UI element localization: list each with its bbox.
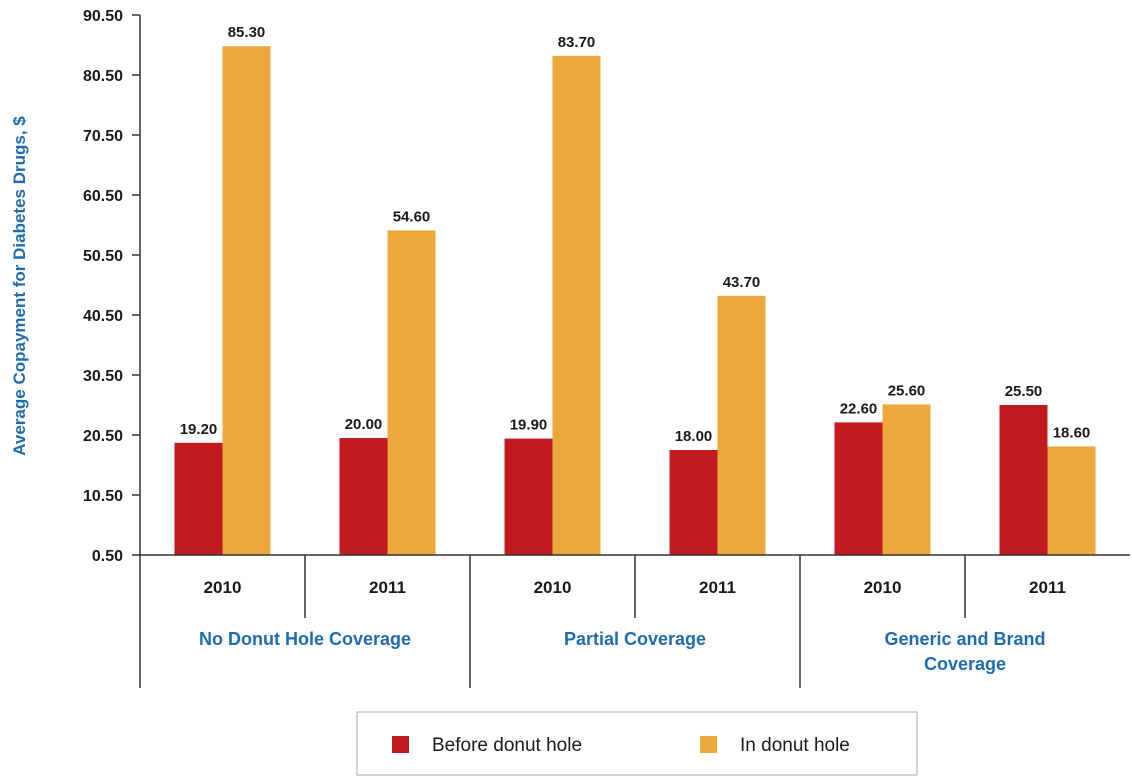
legend-box: [356, 711, 918, 776]
data-label: 20.00: [345, 416, 383, 433]
legend-label: Before donut hole: [432, 735, 582, 756]
x-category-label: 2010: [204, 578, 242, 597]
legend: Before donut hole In donut hole: [356, 711, 918, 776]
x-group-label: Generic and Brand: [884, 629, 1045, 649]
data-label: 18.00: [675, 428, 713, 445]
data-label: 19.20: [180, 421, 218, 438]
x-group-label: Coverage: [924, 654, 1006, 674]
data-label: 83.70: [558, 34, 596, 51]
x-group-label: No Donut Hole Coverage: [199, 629, 411, 649]
y-tick-label: 30.50: [83, 368, 123, 385]
x-category-label: 2010: [864, 578, 902, 597]
data-label: 18.60: [1053, 424, 1091, 441]
y-axis: 90.50 80.50 70.50 60.50 50.50 40.50 30.50 20.50…: [83, 8, 141, 565]
bar-in-donut-hole: [882, 404, 931, 555]
y-tick-label: 80.50: [83, 68, 123, 85]
data-label: 43.70: [723, 274, 761, 291]
bar-before-donut-hole: [999, 405, 1048, 555]
bars: 19.20 85.30 20.00 54.60 19.90 83.70 18.00 43.70…: [174, 24, 1096, 556]
bar-before-donut-hole: [174, 442, 223, 555]
data-label: 19.90: [510, 417, 548, 434]
y-tick-label: 50.50: [83, 248, 123, 265]
legend-swatch: [392, 736, 409, 753]
bar-before-donut-hole: [834, 422, 883, 555]
y-tick-label: 20.50: [83, 428, 123, 445]
bar-in-donut-hole: [1047, 446, 1096, 555]
data-label: 22.60: [840, 400, 878, 417]
x-group-label: Partial Coverage: [564, 629, 706, 649]
y-tick-label: 70.50: [83, 128, 123, 145]
bar-before-donut-hole: [669, 450, 718, 555]
y-tick-label: 60.50: [83, 188, 123, 205]
y-tick-label: 10.50: [83, 488, 123, 505]
x-axis: 2010 2011 No Donut Hole Coverage 2010 2011 Pa…: [139, 554, 1130, 688]
y-tick-label: 0.50: [92, 548, 123, 565]
y-axis-title: Average Copayment for Diabetes Drugs, $: [10, 116, 29, 456]
x-category-label: 2011: [699, 578, 736, 597]
bar-in-donut-hole: [552, 55, 601, 556]
y-tick-label: 40.50: [83, 308, 123, 325]
bar-in-donut-hole: [717, 295, 766, 555]
bar-before-donut-hole: [339, 438, 388, 555]
x-category-label: 2010: [534, 578, 572, 597]
y-tick-label: 90.50: [83, 8, 123, 25]
legend-swatch: [700, 736, 717, 753]
data-label: 54.60: [393, 208, 431, 225]
x-category-label: 2011: [369, 578, 406, 597]
data-label: 25.50: [1005, 383, 1043, 400]
data-label: 25.60: [888, 382, 926, 399]
bar-before-donut-hole: [504, 438, 553, 555]
legend-label: In donut hole: [740, 735, 850, 756]
x-category-label: 2011: [1029, 578, 1066, 597]
data-label: 85.30: [228, 24, 266, 41]
bar-in-donut-hole: [222, 46, 271, 555]
bar-in-donut-hole: [387, 230, 436, 555]
